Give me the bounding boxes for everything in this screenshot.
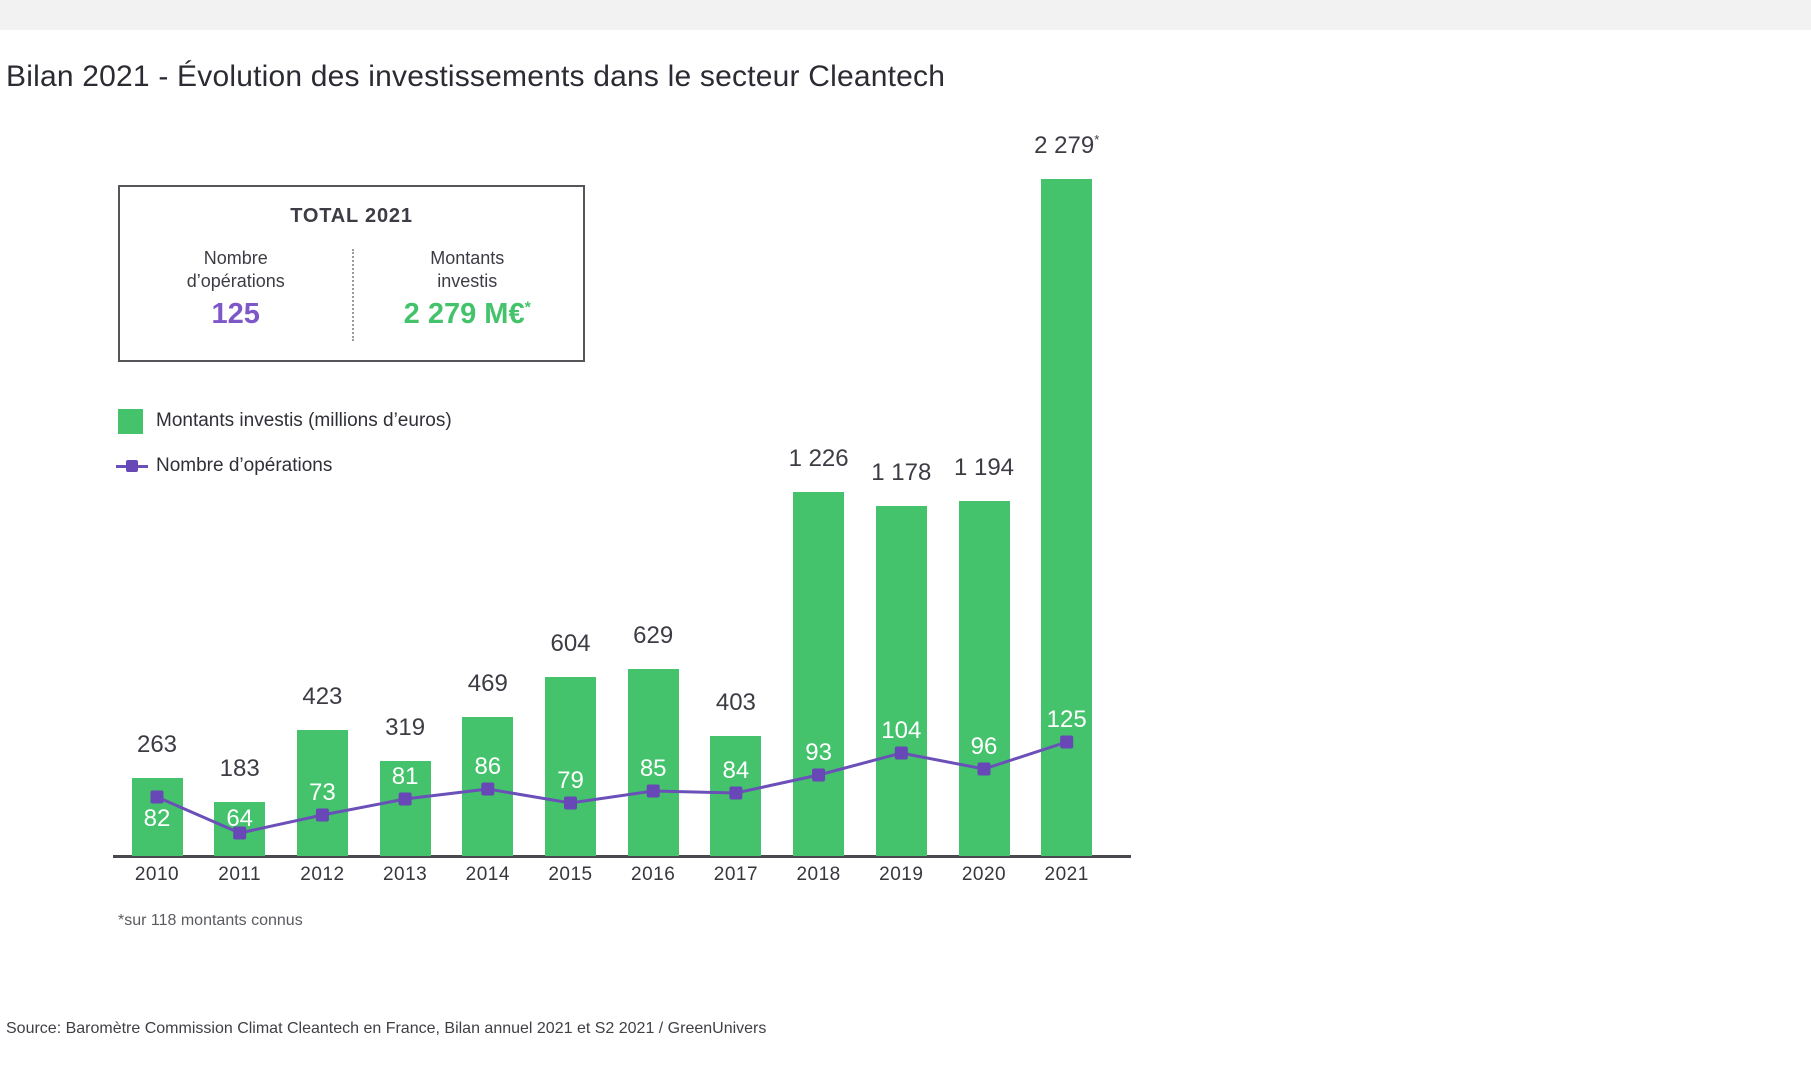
x-tick-2012: 2012 bbox=[300, 864, 345, 885]
line-value-label-2018: 93 bbox=[805, 739, 832, 766]
total-amounts-label: Montants investis bbox=[352, 247, 584, 293]
bar-2014 bbox=[462, 717, 514, 856]
legend-operations-label: Nombre d’opérations bbox=[156, 455, 333, 476]
bar-value-label-2018: 1 226 bbox=[788, 445, 849, 472]
x-tick-2020: 2020 bbox=[961, 864, 1007, 885]
x-tick-2019: 2019 bbox=[879, 864, 924, 885]
line-value-label-2014: 86 bbox=[474, 753, 502, 780]
line-value-label-2012: 73 bbox=[309, 779, 336, 806]
bar-value-label-2019: 1 178 bbox=[871, 459, 932, 486]
bar-2018 bbox=[793, 492, 845, 856]
line-value-label-2010: 82 bbox=[143, 805, 171, 832]
bar-value-label-2015: 604 bbox=[550, 630, 591, 657]
total-amounts-value-text: 2 279 M€ bbox=[403, 298, 525, 330]
bar-2021 bbox=[1041, 179, 1093, 856]
total-2021-box: TOTAL 2021 Nombre d’opérations 125 Monta… bbox=[118, 185, 585, 362]
total-amounts-label-line2: investis bbox=[437, 271, 498, 291]
bar-value-label-2016: 629 bbox=[633, 622, 674, 649]
total-amounts-block: Montants investis 2 279 M€* bbox=[352, 247, 584, 331]
bar-value-label-2021: 2 279* bbox=[1034, 132, 1100, 159]
bar-2019 bbox=[875, 506, 927, 856]
total-amounts-value: 2 279 M€* bbox=[352, 298, 584, 331]
total-operations-block: Nombre d’opérations 125 bbox=[120, 247, 352, 331]
line-value-label-2019: 104 bbox=[881, 717, 922, 744]
top-strip bbox=[0, 0, 1811, 30]
x-tick-2013: 2013 bbox=[382, 864, 428, 885]
x-tick-2011: 2011 bbox=[218, 864, 262, 885]
x-tick-2015: 2015 bbox=[548, 864, 593, 885]
page-title: Bilan 2021 - Évolution des investissemen… bbox=[6, 60, 946, 94]
bar-2017 bbox=[710, 736, 762, 856]
x-axis-line bbox=[113, 855, 1131, 858]
x-tick-2016: 2016 bbox=[631, 864, 676, 885]
bar-value-label-2013: 319 bbox=[385, 714, 426, 741]
line-value-label-2011: 64 bbox=[226, 805, 254, 832]
bar-value-label-2017: 403 bbox=[715, 689, 756, 716]
x-tick-2018: 2018 bbox=[796, 864, 841, 885]
x-tick-2021: 2021 bbox=[1044, 864, 1089, 885]
line-value-label-2016: 85 bbox=[639, 755, 667, 782]
line-value-label-2021: 125 bbox=[1046, 706, 1087, 733]
dotted-divider bbox=[351, 249, 354, 341]
total-amounts-label-line1: Montants bbox=[430, 248, 505, 268]
purple-line-marker-swatch-icon bbox=[116, 460, 148, 473]
bar-value-label-2020: 1 194 bbox=[953, 454, 1015, 481]
x-tick-2017: 2017 bbox=[713, 864, 759, 885]
line-value-label-2017: 84 bbox=[722, 757, 750, 784]
line-value-label-2020: 96 bbox=[970, 733, 998, 760]
bar-2020 bbox=[958, 501, 1010, 856]
total-box-title: TOTAL 2021 bbox=[290, 205, 413, 227]
green-square-swatch-icon bbox=[118, 409, 143, 434]
chart-footnote: *sur 118 montants connus bbox=[118, 912, 303, 929]
total-amounts-asterisk: * bbox=[524, 299, 531, 317]
bar-value-label-2014: 469 bbox=[467, 670, 508, 697]
bar-label-asterisk: * bbox=[1094, 132, 1100, 147]
total-operations-value: 125 bbox=[211, 298, 260, 330]
total-operations-label-line2: d’opérations bbox=[186, 271, 285, 291]
bar-value-label-2012: 423 bbox=[302, 683, 343, 710]
x-tick-2010: 2010 bbox=[134, 864, 180, 885]
line-value-label-2013: 81 bbox=[391, 763, 419, 790]
x-tick-2014: 2014 bbox=[465, 864, 510, 885]
source-note: Source: Baromètre Commission Climat Clea… bbox=[6, 1020, 767, 1037]
legend-amounts-label: Montants investis (millions d’euros) bbox=[156, 410, 452, 431]
line-value-label-2015: 79 bbox=[557, 767, 584, 794]
total-operations-label: Nombre d’opérations bbox=[120, 247, 352, 293]
total-operations-label-line1: Nombre bbox=[203, 248, 268, 268]
